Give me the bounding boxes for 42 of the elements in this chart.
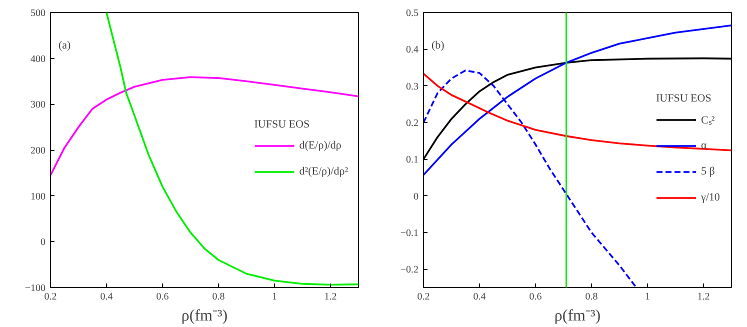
legend-label: d(E/ρ)/dρ — [299, 139, 342, 151]
x-tick-label: 1 — [645, 292, 650, 302]
x-tick-label: 1.2 — [324, 292, 337, 302]
annotation: (a) — [58, 40, 72, 52]
y-tick-label: −100 — [24, 283, 46, 294]
x-tick-label: 0.8 — [585, 292, 598, 302]
legend-label: α — [701, 139, 708, 151]
line-series — [50, 76, 358, 176]
x-tick-label: 0.6 — [156, 292, 169, 302]
y-tick-label: 0.1 — [406, 154, 418, 166]
legend-label: 5 β — [701, 165, 716, 177]
x-tick-label: 0.6 — [529, 292, 542, 302]
x-tick-label: 1.2 — [697, 292, 710, 302]
x-tick-label: 1 — [272, 292, 277, 302]
x-tick-label: 0.2 — [44, 292, 57, 302]
legend-label: Cₛ² — [701, 114, 716, 126]
legend-label: γ/10 — [701, 191, 721, 203]
y-tick-label: −0.1 — [400, 228, 418, 239]
x-axis-title: ρ(fm⁻³) — [554, 308, 601, 324]
y-tick-label: 300 — [30, 100, 46, 111]
annotation: (b) — [432, 40, 445, 52]
x-tick-label: 0.4 — [473, 292, 486, 302]
y-tick-label: 0.4 — [406, 44, 418, 56]
legend-label: d²(E/ρ)/dρ² — [299, 165, 348, 177]
y-tick-label: 0 — [40, 237, 46, 248]
y-tick-label: 200 — [30, 146, 46, 156]
y-tick-label: 500 — [30, 8, 46, 19]
y-tick-label: 0.5 — [406, 8, 418, 19]
legend-title: IUFSU EOS — [656, 92, 712, 104]
y-tick-label: 100 — [30, 191, 46, 202]
line-series — [424, 72, 732, 152]
y-tick-label: 0.3 — [406, 81, 418, 92]
line-series — [106, 12, 358, 286]
y-tick-label: 0 — [414, 191, 418, 202]
legend-title: IUFSU EOS — [254, 118, 311, 130]
x-axis-title: ρ(fm⁻³) — [181, 308, 228, 324]
y-tick-label: 400 — [30, 54, 46, 65]
x-tick-label: 0.4 — [100, 292, 113, 302]
x-tick-label: 0.8 — [212, 292, 225, 302]
y-tick-label: −0.2 — [400, 264, 418, 276]
y-tick-label: 0.2 — [406, 118, 418, 129]
x-tick-label: 0.2 — [417, 292, 430, 302]
